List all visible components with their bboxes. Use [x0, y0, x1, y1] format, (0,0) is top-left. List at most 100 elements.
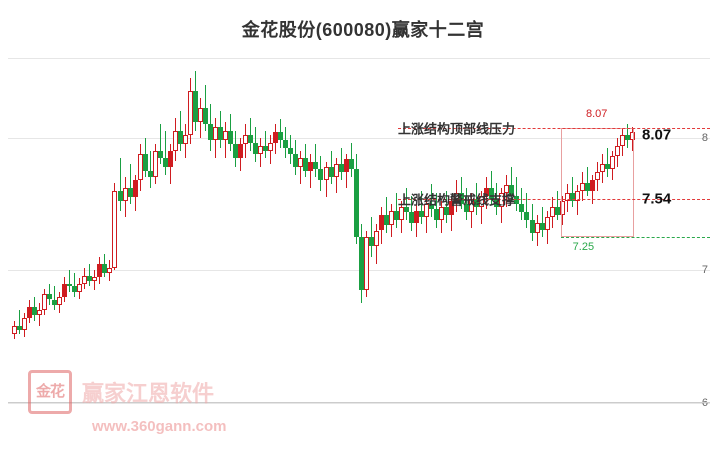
- candle-body: [213, 127, 218, 141]
- candle-body: [354, 169, 359, 238]
- candle-body: [369, 237, 374, 247]
- candle-body: [318, 169, 323, 181]
- candle-body: [263, 145, 268, 151]
- candle-body: [504, 185, 509, 194]
- price-label-high: 8.07: [586, 108, 608, 121]
- candle-body: [344, 158, 349, 173]
- annotation-line-lower-green-line: [560, 237, 710, 239]
- candle-body: [519, 203, 524, 212]
- candle-body: [308, 161, 313, 171]
- candle-body: [590, 180, 595, 191]
- candle-wick: [250, 117, 251, 151]
- candle-body: [138, 153, 143, 181]
- candle-body: [52, 299, 57, 305]
- candle-wick: [315, 144, 316, 178]
- candle-body: [313, 161, 318, 170]
- candle-body: [178, 130, 183, 145]
- candle-body: [489, 188, 494, 199]
- candle-wick: [557, 190, 558, 220]
- candle-body: [283, 140, 288, 149]
- candle-body: [545, 217, 550, 231]
- price-label-pressure: 8.07: [642, 126, 672, 144]
- candle-wick: [587, 166, 588, 196]
- candle-wick: [120, 157, 121, 211]
- candle-body: [158, 150, 163, 158]
- chart-title: 金花股份(600080)赢家十二宫: [241, 20, 485, 40]
- candle-body: [379, 214, 384, 231]
- candle-body: [203, 108, 208, 125]
- candle-body: [72, 286, 77, 292]
- candle-body: [32, 307, 37, 316]
- candle-body: [509, 185, 514, 196]
- candle-wick: [49, 283, 50, 305]
- candle-body: [615, 145, 620, 157]
- candle-body: [359, 237, 364, 291]
- candle-wick: [74, 272, 75, 297]
- candle-body: [374, 230, 379, 247]
- candle-body: [324, 166, 329, 181]
- candle-body: [595, 172, 600, 181]
- candle-body: [585, 182, 590, 191]
- price-label-support: 7.54: [642, 190, 672, 208]
- y-axis-tick-label: 8: [701, 131, 708, 144]
- candle-body: [339, 164, 344, 173]
- candle-body: [434, 209, 439, 220]
- candle-body: [560, 201, 565, 215]
- candle-wick: [19, 310, 20, 334]
- candle-body: [57, 296, 62, 305]
- candle-body: [409, 211, 414, 223]
- candle-body: [223, 130, 228, 141]
- candle-body: [620, 134, 625, 146]
- candle-body: [143, 153, 148, 171]
- candle-wick: [54, 286, 55, 311]
- candle-wick: [69, 270, 70, 292]
- candle-wick: [371, 217, 372, 258]
- candle-body: [102, 263, 107, 273]
- candle-body: [424, 203, 429, 218]
- candle-body: [92, 276, 97, 281]
- candle-body: [364, 237, 369, 291]
- candle-body: [565, 193, 570, 202]
- candle-body: [77, 283, 82, 292]
- candle-body: [112, 190, 117, 268]
- candle-body: [193, 91, 198, 122]
- candle-body: [499, 193, 504, 207]
- candle-body: [605, 164, 610, 170]
- candle-body: [97, 263, 102, 277]
- candle-body: [580, 182, 585, 191]
- candle-wick: [180, 111, 181, 151]
- candle-body: [288, 148, 293, 154]
- candle-body: [82, 275, 87, 284]
- candle-body: [524, 211, 529, 220]
- candle-wick: [491, 170, 492, 204]
- candle-body: [22, 318, 27, 330]
- candle-body: [208, 124, 213, 141]
- watermark-seal-icon: 金花: [28, 370, 72, 414]
- candle-body: [133, 180, 138, 198]
- candle-body: [394, 210, 399, 220]
- candle-wick: [89, 263, 90, 287]
- candle-body: [575, 190, 580, 202]
- candle-body: [514, 196, 519, 204]
- candle-body: [218, 127, 223, 141]
- candle-body: [233, 144, 238, 158]
- candle-body: [123, 188, 128, 202]
- candle-body: [484, 188, 489, 196]
- candle-body: [329, 166, 334, 178]
- candle-body: [87, 275, 92, 281]
- candle-body: [384, 214, 389, 226]
- candle-body: [444, 206, 449, 215]
- gridline: [8, 403, 710, 404]
- candle-body: [198, 108, 203, 122]
- gridline: [8, 137, 710, 139]
- candle-body: [399, 206, 404, 220]
- candle-wick: [542, 206, 543, 238]
- candle-wick: [130, 164, 131, 204]
- candle-body: [67, 283, 72, 287]
- candle-body: [248, 134, 253, 143]
- candle-wick: [516, 177, 517, 211]
- candle-body: [298, 157, 303, 167]
- annotation-label-warning-support: 上涨结构警戒线支撑: [398, 192, 516, 208]
- chart-plot-area: 678上涨结构顶部线压力上涨结构警戒线支撑8.078.077.547.2511-…: [8, 58, 710, 409]
